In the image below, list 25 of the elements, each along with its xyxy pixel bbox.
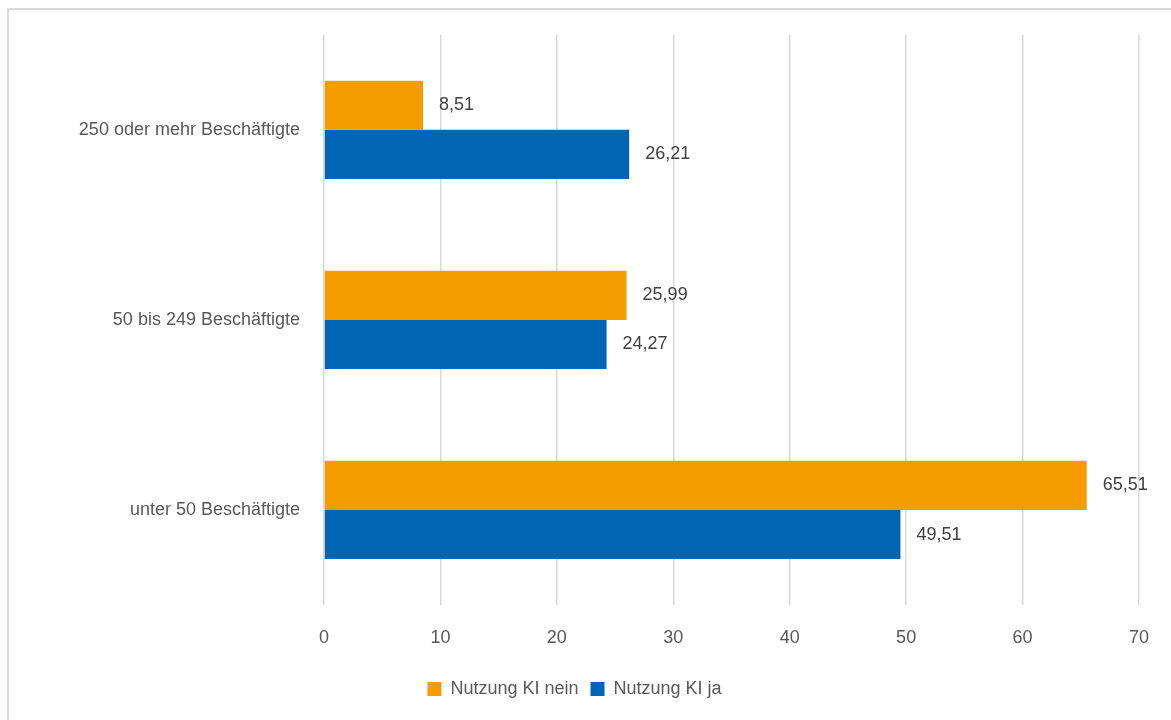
x-tick-label: 40	[779, 626, 800, 647]
data-label: 25,99	[642, 284, 688, 305]
bar	[324, 80, 424, 130]
x-tick-label: 70	[1128, 626, 1149, 647]
x-tick-label: 0	[318, 626, 330, 647]
data-label: 26,21	[645, 143, 691, 164]
data-label: 49,51	[916, 523, 962, 544]
y-tick-label: unter 50 Beschäftigte	[129, 498, 300, 519]
bar	[324, 509, 901, 560]
data-label: 8,51	[439, 94, 475, 115]
x-tick-label: 10	[430, 626, 451, 647]
y-tick-label: 250 oder mehr Beschäftigte	[78, 118, 300, 139]
bar	[324, 460, 1087, 510]
legend-label: Nutzung KI nein	[450, 677, 579, 698]
y-tick-label: 50 bis 249 Beschäftigte	[112, 308, 300, 329]
legend-label: Nutzung KI ja	[613, 677, 723, 698]
x-tick-label: 50	[896, 626, 917, 647]
bar	[324, 319, 607, 370]
x-tick-label: 30	[663, 626, 684, 647]
data-label: 24,27	[622, 333, 668, 354]
x-tick-label: 60	[1012, 626, 1033, 647]
bar	[324, 270, 627, 320]
x-tick-label: 20	[546, 626, 567, 647]
data-label: 65,51	[1102, 474, 1148, 495]
bar	[324, 129, 630, 179]
